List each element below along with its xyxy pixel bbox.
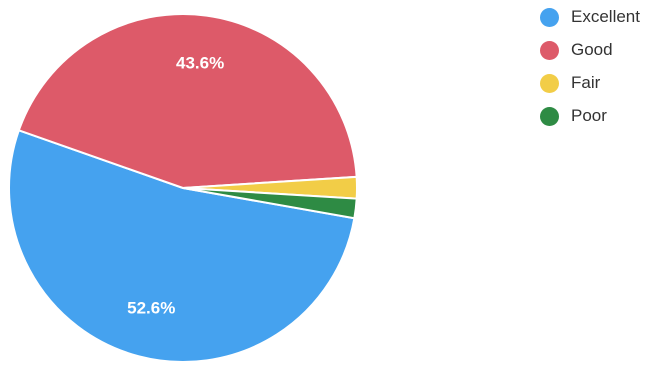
legend-label-fair: Fair [571, 73, 601, 92]
legend-swatch-excellent [540, 7, 559, 27]
legend-swatch-good [540, 40, 559, 60]
legend-item-fair: Fair [540, 70, 666, 96]
pie-slice-poor [182, 187, 358, 220]
pie-label-good: 43.6% [176, 53, 224, 72]
legend-label-poor: Poor [571, 106, 607, 125]
pie-slice-excellent [8, 129, 356, 363]
legend-swatch-poor [540, 106, 559, 126]
legend-item-good: Good [540, 37, 666, 63]
legend-item-poor: Poor [540, 103, 666, 129]
legend-label-excellent: Excellent [571, 7, 640, 26]
legend-swatch-fair [540, 73, 559, 93]
pie-slice-good [17, 13, 358, 190]
legend-item-excellent: Excellent [540, 4, 666, 30]
chart-legend: Excellent Good Fair Poor [540, 4, 666, 136]
legend-label-good: Good [571, 40, 613, 59]
pie-label-excellent: 52.6% [127, 299, 175, 318]
